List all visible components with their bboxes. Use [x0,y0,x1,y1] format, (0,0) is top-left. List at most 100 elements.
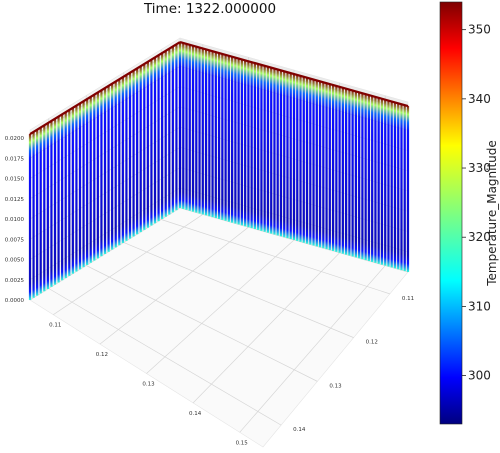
x-tick-label: 0.14 [189,411,202,417]
z-tick-label: 0.0100 [5,217,25,223]
wall-column-back [214,52,217,219]
wall-column-back [393,102,397,269]
wall-column-back [299,75,302,242]
wall-column-back [384,99,387,266]
z-tick-label: 0.0175 [5,156,25,162]
wall-column-back [286,72,289,239]
colorbar-tick-label: 330 [468,161,491,175]
colorbar-tick-label: 310 [468,299,491,313]
gridline-x [239,265,386,433]
wall-column-back [354,91,357,258]
wall-column-back [296,74,299,241]
y-tick-label: 0.12 [366,340,378,346]
wall-column-back [351,90,354,257]
wall-column-back [237,58,240,225]
wall-column-left [175,44,178,211]
colorbar-ticks: 300 310 320 330 340 350 [462,23,491,383]
wall-column-back [185,43,188,210]
wall-column-left [111,83,114,250]
wall-column-left [86,99,89,265]
gridline-x [146,239,295,374]
wall-column-left [89,96,92,263]
wall-column-back [211,51,214,218]
wall-column-back [283,71,286,238]
wall-column-left [50,120,53,287]
wall-column-back [234,57,237,224]
wall-column-back [309,78,312,245]
wall-column-back [338,86,341,253]
z-tick-label: 0.0000 [5,298,25,304]
wall-column-left [32,131,35,298]
wall-column-back [377,97,380,264]
y-tick-label: 0.11 [402,296,414,302]
wall-column-back [312,79,315,246]
wall-column-back [260,64,263,231]
wall-column-back [244,60,247,227]
wall-column-back [224,54,227,221]
x-tick-label: 0.15 [236,440,249,446]
wall-column-back [400,104,403,271]
wall-column-back [253,63,257,230]
wall-column-back [364,94,367,261]
wall-column-back [318,81,322,248]
colorbar-tick-label: 300 [468,369,491,383]
wall-column-back [204,49,208,216]
z-tick-label: 0.0075 [5,237,25,243]
wall-column-back [361,93,364,260]
wall-column-back [201,48,204,215]
wall-column-left [46,123,49,290]
wall-column-left [36,129,39,296]
z-tick-label: 0.0125 [5,197,25,203]
wall-column-back [208,50,211,217]
wall-column-left [103,88,107,254]
wall-column-left [64,112,67,279]
wall-column-left [136,68,139,235]
wall-column-back [250,62,253,229]
wall-column-back [182,42,185,209]
wall-column-left [121,77,124,244]
wall-column-back [371,95,374,262]
wall-column-left [125,74,128,241]
wall-column-left [168,48,171,215]
wall-column-back [276,69,279,236]
wall-column-back [374,96,377,263]
wall-column-back [380,98,384,265]
wall-column-left [143,63,146,230]
gridline-y [161,219,390,295]
x-tick-label: 0.12 [96,352,108,358]
wall-column-left [78,103,82,270]
wall-column-left [161,53,164,219]
y-tick-label: 0.14 [293,427,306,433]
wall-rim-back [179,40,409,108]
wall-column-back [240,59,243,226]
wall-column-back [231,56,234,223]
wall-column-back [322,82,325,249]
wall-column-left [146,61,149,228]
y-tick-label: 0.13 [329,383,342,389]
wall-column-back [217,53,221,219]
wall-column-left [128,72,132,239]
wall-column-left [153,57,157,224]
wall-column-left [100,90,103,257]
wall-column-left [53,118,57,285]
wall-column-back [263,65,266,232]
colorbar-tick-label: 350 [468,23,491,37]
wall-column-back [247,61,250,228]
colorbar-tick-label: 320 [468,230,491,244]
wall-column-back [325,83,328,250]
wall-column-back [270,67,273,234]
wall-column-back [198,47,201,214]
wall-column-left [61,114,64,281]
z-tick-label: 0.0200 [5,136,25,142]
z-tick-label: 0.0050 [5,258,25,264]
wall-column-left [75,105,78,272]
wall-column-left [57,116,60,283]
colorbar-gradient [439,1,463,425]
wall-column-left [157,55,160,222]
wall-column-back [191,45,195,212]
wall-column-back [345,88,348,255]
wall-column-back [227,55,230,222]
wall-column-back [178,42,182,208]
colorbar-label: Temperature_Magnitude [485,140,499,287]
